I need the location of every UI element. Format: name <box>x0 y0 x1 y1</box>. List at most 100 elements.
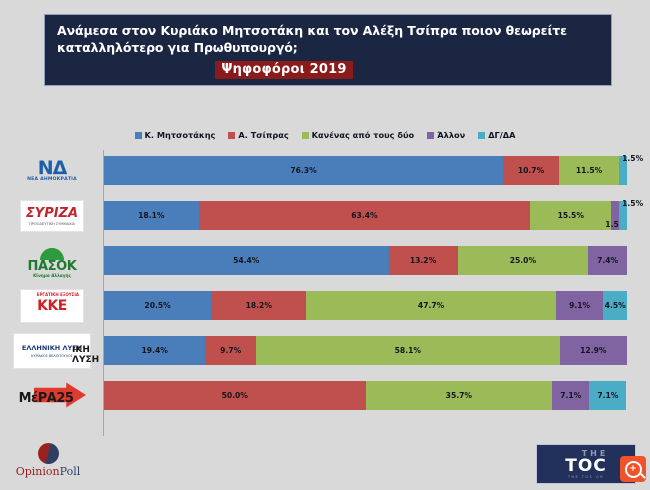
legend-swatch-icon <box>478 131 486 139</box>
stacked-bar: 20.5% 18.2% 47.7% 9.1% 4.5% <box>104 291 627 320</box>
bar-segment[interactable]: 7.1% <box>589 381 627 410</box>
legend-swatch-icon <box>301 131 309 139</box>
zoom-in-badge[interactable]: + <box>620 456 646 482</box>
row-category-logo: ΠΑΣΟΚ Κίνημα Αλλαγής <box>6 242 98 280</box>
legend-label: ΔΓ/ΔΑ <box>488 130 516 140</box>
bar-segment[interactable]: 9.1% <box>555 291 604 320</box>
row-category-logo: ΜέΡΑ25 <box>6 377 98 415</box>
bar-segment-value-label: 1.5% <box>622 154 644 163</box>
bar-segment-value-label: 11.5% <box>575 166 603 175</box>
bar-segment[interactable]: 7.1% <box>552 381 590 410</box>
bar-segment[interactable]: 11.5% <box>559 156 620 185</box>
bar-rows-container: ΝΔ ΝΕΑ ΔΗΜΟΚΡΑΤΙΑ 76.3% 10.7% 11.5% 1.5% ΣΥΡΙΖ… <box>0 148 650 418</box>
bar-segment[interactable]: 58.1% <box>256 336 560 365</box>
opinionpoll-word-a: Opinion <box>15 465 60 478</box>
row-category-logo: ΕΡΓΑΤΙΚΗ ΕΞΟΥΣΙΑ ΚΚΕ <box>6 287 98 325</box>
bar-row: ΕΛΛΗΝΙΚΗ ΛΥΣΗ ΚΥΡΙΑΚΟΣ ΒΕΛΟΠΟΥΛΟΣ ΙΚΗ ΛΥΣΗ… <box>0 328 650 373</box>
elliniki-lysi-wordmark: ΕΛΛΗΝΙΚΗ ΛΥΣΗ <box>21 344 83 352</box>
bar-segment[interactable]: 7.4% <box>588 246 627 275</box>
chart-title-banner: Ανάμεσα στον Κυριάκο Μητσοτάκη και τον Α… <box>44 14 612 86</box>
legend-item-2[interactable]: Α. Τσίπρας <box>228 130 289 140</box>
bar-segment-value-label: 19.4% <box>141 346 168 355</box>
party-logo-elliniki-lysi: ΕΛΛΗΝΙΚΗ ΛΥΣΗ ΚΥΡΙΑΚΟΣ ΒΕΛΟΠΟΥΛΟΣ <box>13 333 91 369</box>
title-line-2: καταλληλότερο για Πρωθυπουργό; <box>57 40 298 55</box>
bar-segment[interactable]: 1.5% <box>605 201 626 230</box>
bar-segment[interactable]: 25.0% <box>457 246 589 275</box>
bar-row: ΜέΡΑ25 50.0% 35.7% 7.1% 7.1% <box>0 373 650 418</box>
bar-segment[interactable]: 1.5% <box>619 199 643 230</box>
row-category-logo: ΕΛΛΗΝΙΚΗ ΛΥΣΗ ΚΥΡΙΑΚΟΣ ΒΕΛΟΠΟΥΛΟΣ ΙΚΗ ΛΥΣΗ <box>6 332 100 370</box>
plus-icon: + <box>629 463 637 474</box>
bar-segment-value-label: 47.7% <box>417 301 445 310</box>
stacked-bar: 19.4% 9.7% 58.1% 12.9% <box>104 336 627 365</box>
bar-segment[interactable]: 13.2% <box>388 246 458 275</box>
stacked-bar: 76.3% 10.7% 11.5% 1.5% <box>104 154 643 185</box>
opinionpoll-logo: OpinionPoll <box>8 443 88 478</box>
bar-segment[interactable]: 20.5% <box>104 291 212 320</box>
nd-subtitle: ΝΕΑ ΔΗΜΟΚΡΑΤΙΑ <box>27 177 77 182</box>
bar-row: ΣΥΡΙΖΑ ΠΡΟΟΔΕΥΤΙΚΗ ΣΥΜΜΑΧΙΑ 18.1% 63.4% 15.5… <box>0 193 650 238</box>
party-logo-syriza: ΣΥΡΙΖΑ ΠΡΟΟΔΕΥΤΙΚΗ ΣΥΜΜΑΧΙΑ <box>20 200 84 232</box>
thetoc-the-text: THE <box>581 448 609 458</box>
bar-segment[interactable]: 1.5% <box>619 154 643 185</box>
bar-segment-value-label: 1.5% <box>622 199 644 208</box>
bar-segment[interactable]: 76.3% <box>104 156 504 185</box>
elliniki-lysi-overflow-text: ΙΚΗ ΛΥΣΗ <box>72 345 100 365</box>
bar-segment[interactable]: 15.5% <box>530 201 612 230</box>
opinionpoll-word-b: Poll <box>59 465 81 478</box>
bar-segment-value-label: 7.1% <box>560 391 582 400</box>
bar-segment-value-label: 10.7% <box>517 166 545 175</box>
bar-segment-value-label: 20.5% <box>144 301 171 310</box>
bar-segment[interactable]: 50.0% <box>104 381 366 410</box>
bar-segment-value-label: 7.4% <box>597 256 619 265</box>
kke-slogan: ΕΡΓΑΤΙΚΗ ΕΞΟΥΣΙΑ <box>36 292 79 297</box>
bar-segment[interactable]: 54.4% <box>104 246 389 275</box>
thetoc-sub-text: THE TOC GR <box>567 474 605 479</box>
elliniki-lysi-subtitle: ΚΥΡΙΑΚΟΣ ΒΕΛΟΠΟΥΛΟΣ <box>31 354 73 358</box>
legend-item-3[interactable]: Κανένας από τους δύο <box>301 130 415 140</box>
opinionpoll-circle-icon <box>37 443 59 464</box>
bar-segment-value-label: 4.5% <box>604 301 626 310</box>
bar-segment-value-label: 54.4% <box>233 256 260 265</box>
bar-segment[interactable]: 18.2% <box>211 291 307 320</box>
bar-segment-value-label: 18.1% <box>138 211 165 220</box>
bar-segment[interactable]: 10.7% <box>503 156 559 185</box>
legend-item-1[interactable]: Κ. Μητσοτάκης <box>134 130 216 140</box>
legend-swatch-icon <box>134 131 142 139</box>
bar-segment-value-label: 15.5% <box>557 211 584 220</box>
bar-segment[interactable]: 12.9% <box>559 336 627 365</box>
row-category-logo: ΣΥΡΙΖΑ ΠΡΟΟΔΕΥΤΙΚΗ ΣΥΜΜΑΧΙΑ <box>6 197 98 235</box>
legend-label: Κανένας από τους δύο <box>311 130 415 140</box>
bar-segment[interactable]: 4.5% <box>603 291 627 320</box>
party-logo-mera25: ΜέΡΑ25 <box>12 379 92 413</box>
legend-item-5[interactable]: ΔΓ/ΔΑ <box>478 130 515 140</box>
bar-row: ΠΑΣΟΚ Κίνημα Αλλαγής 54.4% 13.2% 25.0% 7.4% <box>0 238 650 283</box>
bar-segment[interactable]: 63.4% <box>198 201 531 230</box>
bar-segment[interactable]: 35.7% <box>365 381 553 410</box>
legend-item-4[interactable]: Άλλον <box>427 130 465 140</box>
bar-segment[interactable]: 18.1% <box>104 201 199 230</box>
bar-segment-value-label: 35.7% <box>445 391 473 400</box>
legend-label: Άλλον <box>437 130 466 140</box>
bar-segment-value-label: 58.1% <box>394 346 421 355</box>
thetoc-main-text: TOC <box>565 455 607 476</box>
pasok-sun-icon <box>37 247 67 260</box>
legend-label: Κ. Μητσοτάκης <box>144 130 216 140</box>
bar-segment-value-label: 63.4% <box>351 211 378 220</box>
bar-segment-value-label: 50.0% <box>221 391 248 400</box>
bar-segment[interactable]: 19.4% <box>104 336 206 365</box>
bar-segment-value-label: 18.2% <box>245 301 272 310</box>
legend-swatch-icon <box>228 131 236 139</box>
bar-segment-value-label: 9.7% <box>220 346 242 355</box>
stacked-bar: 54.4% 13.2% 25.0% 7.4% <box>104 246 627 275</box>
syriza-wordmark: ΣΥΡΙΖΑ <box>25 205 79 221</box>
bar-segment[interactable]: 47.7% <box>306 291 556 320</box>
kke-wordmark: ΚΚΕ <box>37 298 67 314</box>
row-category-logo: ΝΔ ΝΕΑ ΔΗΜΟΚΡΑΤΙΑ <box>6 152 98 190</box>
legend-label: Α. Τσίπρας <box>238 130 289 140</box>
category-axis-line <box>103 150 104 436</box>
stacked-bar: 18.1% 63.4% 15.5% 1.5% 1.5% <box>104 199 643 230</box>
chart-legend: Κ. Μητσοτάκης Α. Τσίπρας Κανένας από τους … <box>0 130 650 140</box>
bar-segment[interactable]: 9.7% <box>205 336 257 365</box>
party-logo-kke: ΕΡΓΑΤΙΚΗ ΕΞΟΥΣΙΑ ΚΚΕ <box>20 289 84 323</box>
